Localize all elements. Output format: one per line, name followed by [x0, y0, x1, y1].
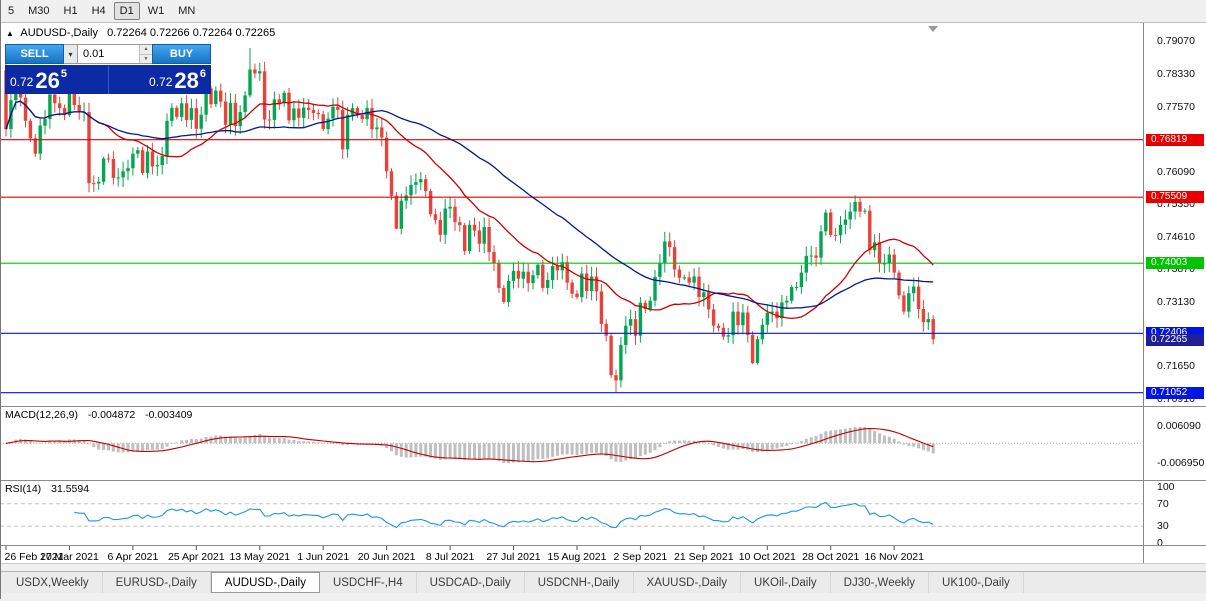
one-click-trading-panel: SELL ▾ 0.01 ▲ ▼ BUY 0.72 26 5: [5, 44, 211, 94]
price-axis-label: 0.77570: [1157, 100, 1195, 113]
bid-price-badge: 0.72265: [1146, 333, 1204, 346]
date-axis-label: 10 Oct 2021: [739, 551, 796, 563]
chart-tab-uk100-daily[interactable]: UK100-,Daily: [929, 572, 1024, 593]
volume-increase-button[interactable]: ▲: [140, 45, 152, 55]
date-axis-label: 2 Sep 2021: [614, 551, 668, 563]
volume-dropdown-button[interactable]: ▾: [64, 44, 78, 64]
timeframe-button-m30[interactable]: M30: [28, 5, 50, 17]
level-price-badge: 0.71052: [1146, 386, 1204, 399]
price-axis-label: 0.76090: [1157, 165, 1195, 178]
date-axis-label: 17 Mar 2021: [40, 551, 99, 563]
chart-tab-dj30-weekly[interactable]: DJ30-,Weekly: [831, 572, 930, 593]
rsi-axis-label: 70: [1157, 497, 1169, 510]
volume-stepper: ▲ ▼: [139, 45, 152, 63]
sell-price-point: 5: [60, 68, 67, 80]
date-axis-label: 15 Aug 2021: [548, 551, 607, 563]
chart-tab-ukoil-daily[interactable]: UKOil-,Daily: [741, 572, 831, 593]
window-left-border: [0, 0, 1, 599]
horizontal-splitter[interactable]: [0, 563, 1206, 571]
date-axis-label: 1 Jun 2021: [297, 551, 349, 563]
sell-price-pips: 26: [35, 68, 60, 94]
chart-tab-usdcad-daily[interactable]: USDCAD-,Daily: [417, 572, 525, 593]
buy-price-point: 6: [199, 68, 206, 80]
macd-indicator-label: MACD(12,26,9) -0.004872 -0.003409: [5, 409, 199, 421]
chart-workspace: 26 Feb 2021 17 Mar 2021 6 Apr 2021 25 Apr 2…: [0, 23, 1206, 563]
panel-separator[interactable]: [0, 480, 1206, 481]
rsi-axis-label: 30: [1157, 520, 1169, 533]
volume-decrease-button[interactable]: ▼: [140, 54, 152, 63]
date-axis-label: 8 Jul 2021: [426, 551, 475, 563]
chart-tab-usdchf-h4[interactable]: USDCHF-,H4: [320, 572, 417, 593]
price-axis[interactable]: 0.79070 0.78330 0.77570 0.76090 0.75350 0.746…: [1143, 23, 1206, 563]
one-click-collapse-icon[interactable]: ▲: [6, 29, 14, 38]
buy-button[interactable]: BUY: [152, 44, 211, 64]
price-axis-label: 0.73130: [1157, 295, 1195, 308]
timeframe-button-d1[interactable]: D1: [113, 2, 140, 20]
level-price-badge: 0.74003: [1146, 257, 1204, 270]
timeframe-button-h4[interactable]: H4: [91, 5, 106, 17]
price-axis-label: 0.71650: [1157, 360, 1195, 373]
date-axis-label: 26 Feb 2021: [5, 551, 64, 563]
chart-tab-audusd-daily[interactable]: AUDUSD-,Daily: [210, 572, 320, 593]
quote-panel: 0.72 26 5 0.72 28 6: [5, 65, 211, 94]
buy-price[interactable]: 0.72 28 6: [109, 65, 212, 94]
timeframe-button-5[interactable]: 5: [8, 5, 15, 17]
macd-signal-value: -0.003409: [145, 409, 193, 421]
sell-button[interactable]: SELL: [5, 44, 64, 64]
date-axis-label: 25 Apr 2021: [168, 551, 225, 563]
buy-price-pips: 28: [174, 68, 199, 94]
date-axis-label: 27 Jul 2021: [486, 551, 540, 563]
macd-title: MACD(12,26,9): [5, 409, 78, 421]
level-price-badge: 0.75509: [1146, 191, 1204, 204]
date-axis-label: 16 Nov 2021: [864, 551, 924, 563]
timeframe-button-w1[interactable]: W1: [147, 5, 165, 17]
candles: [4, 48, 935, 393]
rsi-indicator-label: RSI(14) 31.5594: [5, 483, 96, 495]
panel-separator[interactable]: [0, 545, 1206, 546]
chart-tab-eurusd-daily[interactable]: EURUSD-,Daily: [103, 572, 211, 593]
date-axis-label: 13 May 2021: [229, 551, 290, 563]
chart-tab-xauusd-daily[interactable]: XAUUSD-,Daily: [634, 572, 742, 593]
chevron-down-icon: ▾: [68, 49, 73, 59]
bottom-filler: [0, 593, 1206, 601]
volume-input[interactable]: 0.01 ▲ ▼: [78, 44, 152, 64]
chart-shift-marker: [928, 26, 938, 32]
sell-price-big: 0.72: [10, 75, 34, 89]
chart-title-bar: ▲ AUDUSD-,Daily 0.72264 0.72266 0.72264 …: [6, 27, 275, 39]
macd-main-value: -0.004872: [87, 409, 136, 421]
rsi-axis-label: 100: [1157, 481, 1175, 493]
date-axis-label: 21 Sep 2021: [674, 551, 734, 563]
level-price-badge: 0.76819: [1146, 133, 1204, 146]
chart-ohlc-values: 0.72264 0.72266 0.72264 0.72265: [107, 27, 276, 39]
chart-symbol-title: AUDUSD-,Daily: [20, 27, 98, 39]
rsi-value: 31.5594: [51, 483, 90, 495]
panel-separator[interactable]: [0, 406, 1206, 407]
timeframe-toolbar: 5 M30 H1 H4 D1 W1 MN: [0, 0, 1206, 23]
chart-tab-usdx-weekly[interactable]: USDX,Weekly: [3, 572, 103, 593]
price-axis-label: 0.79070: [1157, 35, 1195, 47]
volume-value: 0.01: [83, 48, 105, 60]
price-axis-label: 0.78330: [1157, 67, 1195, 80]
sell-price[interactable]: 0.72 26 5: [5, 65, 109, 94]
price-axis-label: 0.74610: [1157, 230, 1195, 243]
date-axis-label: 6 Apr 2021: [108, 551, 159, 563]
chart-tabs-bar: USDX,Weekly EURUSD-,Daily AUDUSD-,Daily USD…: [0, 571, 1206, 593]
macd-axis-label: 0.006090: [1157, 420, 1201, 432]
buy-price-big: 0.72: [149, 75, 173, 89]
date-axis-label: 20 Jun 2021: [358, 551, 416, 563]
macd-axis-label: -0.006950: [1157, 457, 1205, 469]
timeframe-button-h1[interactable]: H1: [63, 5, 78, 17]
timeframe-button-mn[interactable]: MN: [178, 5, 196, 17]
rsi-title: RSI(14): [5, 483, 42, 495]
chart-tab-usdcnh-daily[interactable]: USDCNH-,Daily: [525, 572, 634, 593]
rsi-axis-label: 0: [1157, 537, 1163, 549]
date-axis-label: 28 Oct 2021: [802, 551, 859, 563]
